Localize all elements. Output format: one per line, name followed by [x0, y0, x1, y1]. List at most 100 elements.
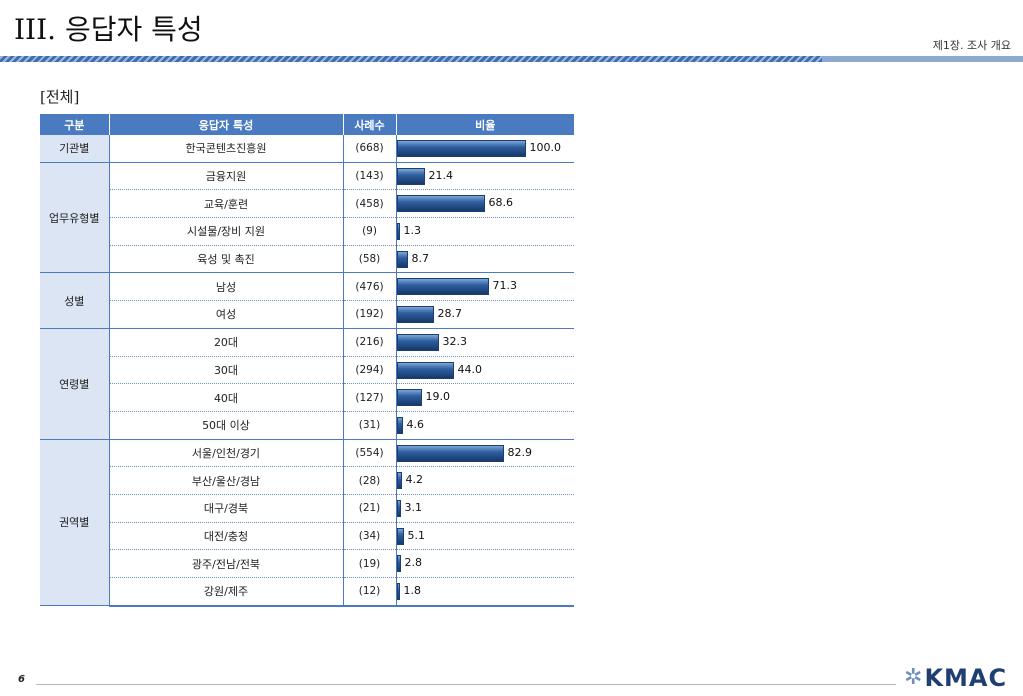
- ratio-bar: [396, 444, 504, 462]
- group-label: 기관별: [40, 135, 110, 163]
- ratio-bar: [396, 278, 489, 296]
- ratio-bar: [396, 361, 454, 379]
- row-count: (143): [343, 162, 397, 191]
- row-count: (458): [343, 189, 397, 219]
- row-characteristic: 금융지원: [109, 162, 344, 191]
- row-ratio-cell: 4.2: [396, 466, 574, 495]
- page-title: III. 응답자 특성: [14, 13, 203, 46]
- ratio-value: 28.7: [437, 307, 463, 321]
- row-ratio-cell: 1.3: [396, 217, 574, 246]
- row-ratio-cell: 28.7: [396, 300, 574, 329]
- ratio-bar: [396, 167, 425, 185]
- row-count: (12): [343, 577, 397, 607]
- row-ratio-cell: 8.7: [396, 245, 574, 274]
- ratio-bar: [396, 472, 402, 490]
- row-characteristic: 40대: [109, 383, 344, 412]
- row-characteristic: 한국콘텐츠진흥원: [109, 135, 344, 163]
- table-row: 강원/제주 (12) 1.8: [40, 577, 574, 607]
- ratio-bar: [396, 250, 408, 268]
- row-characteristic: 대전/충청: [109, 522, 344, 551]
- chapter-label: 제1장. 조사 개요: [932, 39, 1011, 52]
- ratio-value: 100.0: [529, 141, 562, 154]
- row-ratio-cell: 21.4: [396, 162, 574, 191]
- table-row: 대전/충청 (34) 5.1: [40, 522, 574, 551]
- ratio-bar: [396, 583, 400, 600]
- row-characteristic: 시설물/장비 지원: [109, 217, 344, 246]
- row-count: (21): [343, 494, 397, 523]
- table-row: 성별 남성 (476) 71.3: [40, 272, 574, 329]
- row-count: (476): [343, 272, 397, 302]
- ratio-bar: [396, 389, 422, 407]
- table-row: 부산/울산/경남 (28) 4.2: [40, 466, 574, 495]
- ratio-value: 19.0: [425, 390, 451, 404]
- table-subtitle: [전체]: [40, 88, 80, 106]
- table-row: 50대 이상 (31) 4.6: [40, 411, 574, 440]
- table-row: 육성 및 촉진 (58) 8.7: [40, 245, 574, 274]
- ratio-value: 1.8: [403, 584, 422, 597]
- row-characteristic: 대구/경북: [109, 494, 344, 523]
- ratio-value: 1.3: [403, 224, 422, 238]
- gear-icon: ✲: [904, 665, 923, 690]
- ratio-value: 32.3: [442, 334, 468, 348]
- table-row: 권역별 서울/인천/경기 (554) 82.9: [40, 439, 574, 607]
- ratio-bar: [396, 195, 485, 213]
- row-characteristic: 20대: [109, 328, 344, 357]
- row-ratio-cell: 100.0: [396, 135, 574, 163]
- ratio-bar: [396, 223, 400, 241]
- row-count: (216): [343, 328, 397, 357]
- header-band: [0, 56, 822, 62]
- ratio-value: 5.1: [407, 528, 426, 542]
- header-category: 구분: [40, 114, 109, 135]
- row-ratio-cell: 19.0: [396, 383, 574, 412]
- ratio-value: 3.1: [404, 500, 423, 514]
- row-count: (31): [343, 411, 397, 440]
- table-header-row: 구분 응답자 특성 사례수 비율: [40, 114, 574, 135]
- group-label: 업무유형별: [40, 162, 110, 274]
- respondent-table: 구분 응답자 특성 사례수 비율 기관별 한국콘텐츠진흥원 (668) 100.0 업무…: [40, 114, 574, 607]
- row-characteristic: 광주/전남/전북: [109, 549, 344, 578]
- row-characteristic: 강원/제주: [109, 577, 344, 607]
- table-row: 대구/경북 (21) 3.1: [40, 494, 574, 523]
- ratio-value: 4.2: [405, 473, 424, 487]
- row-ratio-cell: 71.3: [396, 272, 574, 302]
- row-ratio-cell: 2.8: [396, 549, 574, 578]
- footer-divider: [36, 684, 896, 685]
- row-ratio-cell: 44.0: [396, 356, 574, 385]
- row-ratio-cell: 5.1: [396, 522, 574, 551]
- table-row: 30대 (294) 44.0: [40, 356, 574, 385]
- row-characteristic: 50대 이상: [109, 411, 344, 440]
- row-ratio-cell: 3.1: [396, 494, 574, 523]
- table-row: 업무유형별 금융지원 (143) 21.4: [40, 162, 574, 274]
- ratio-value: 82.9: [507, 445, 533, 459]
- row-characteristic: 교육/훈련: [109, 189, 344, 219]
- row-characteristic: 남성: [109, 272, 344, 302]
- ratio-bar: [396, 140, 526, 157]
- row-characteristic: 서울/인천/경기: [109, 439, 344, 468]
- row-count: (19): [343, 549, 397, 578]
- row-count: (554): [343, 439, 397, 468]
- group-label: 성별: [40, 272, 110, 329]
- row-count: (58): [343, 245, 397, 274]
- row-count: (294): [343, 356, 397, 385]
- table-row: 시설물/장비 지원 (9) 1.3: [40, 217, 574, 246]
- row-characteristic: 육성 및 촉진: [109, 245, 344, 274]
- table-row: 여성 (192) 28.7: [40, 300, 574, 329]
- ratio-value: 71.3: [492, 279, 518, 293]
- row-count: (127): [343, 383, 397, 412]
- ratio-bar: [396, 527, 404, 545]
- row-count: (28): [343, 466, 397, 495]
- table-row: 연령별 20대 (216) 32.3: [40, 328, 574, 440]
- group-label: 권역별: [40, 439, 110, 607]
- ratio-bar: [396, 416, 403, 434]
- group-label: 연령별: [40, 328, 110, 440]
- kmac-logo: ✲ KMAC: [904, 664, 1022, 692]
- row-count: (34): [343, 522, 397, 551]
- row-ratio-cell: 32.3: [396, 328, 574, 357]
- row-count: (9): [343, 217, 397, 246]
- row-count: (668): [343, 135, 397, 163]
- ratio-value: 68.6: [488, 196, 514, 210]
- table-row: 교육/훈련 (458) 68.6: [40, 189, 574, 219]
- table-body: 기관별 한국콘텐츠진흥원 (668) 100.0 업무유형별 금융지원 (143) 21.4 교…: [40, 135, 574, 607]
- header-band-end: [822, 56, 1023, 62]
- row-characteristic: 30대: [109, 356, 344, 385]
